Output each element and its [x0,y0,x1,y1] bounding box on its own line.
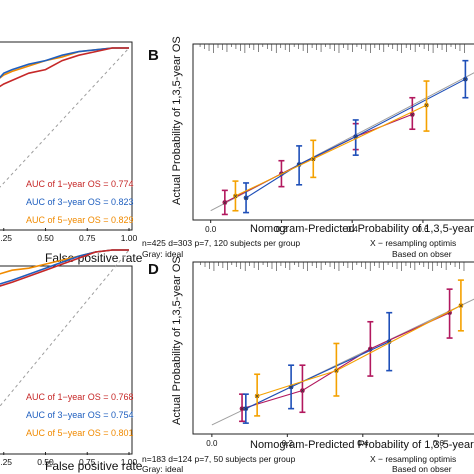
resample-x-marker: × [233,192,238,201]
legend-entry-three-year: AUC of 3−year OS = 0.754 [26,410,134,420]
resample-x-marker: × [297,160,302,169]
panel-d-footer-right-2: Based on obser [392,464,452,474]
panel-d-footer-right: X − resampling optimis [370,454,456,464]
resample-x-marker: × [240,405,245,414]
x-tick-label: 1.00 [121,233,138,243]
resample-x-marker: × [447,309,452,318]
calibration-line-calib-five [256,305,462,397]
resample-x-marker: × [244,194,249,203]
data-point [333,368,339,374]
x-tick-label: 0.50 [37,457,54,467]
data-point [233,193,238,199]
calibration-line-calib-three [245,341,390,410]
panel-b-footer-left-2: Gray: ideal [142,249,183,259]
panel-b-calibration-series: ××××××××××× [210,59,474,216]
resample-x-marker: × [289,383,294,392]
panel-d-footer-left-2: Gray: ideal [142,464,183,474]
panel-d-letter: D [148,261,159,278]
x-tick-label: 0.2 [282,439,294,448]
x-tick-label: 0.4 [357,439,369,448]
legend-entry-one-year: AUC of 1−year OS = 0.774 [26,179,134,189]
panel-d-x-axis-label: Nomogram-Predicted Probability of 1,3,5-… [250,439,474,451]
data-point [424,102,429,108]
x-tick-label: 1.00 [121,457,138,467]
panel-b-x-ticks: 0.0 0.2 0.4 0.6 [205,220,429,234]
resample-x-marker: × [223,198,228,207]
resample-x-marker: × [463,75,468,84]
legend-entry-five-year: AUC of 5−year OS = 0.829 [26,215,134,225]
panel-c-legend: AUC of 1−year OS = 0.768 AUC of 3−year OS… [26,392,134,438]
panel-d-calibration-series: ×××××××××× [211,279,474,426]
x-tick-label: 0.2 [276,225,288,234]
panel-b-footer-right-2: Based on obser [392,249,452,259]
legend-entry-one-year: AUC of 1−year OS = 0.768 [26,392,134,402]
panel-b-y-axis-label: Actual Probability of 1,3,5-year OS [171,36,183,205]
panel-a-legend: AUC of 1−year OS = 0.774 AUC of 3−year OS… [26,179,134,225]
panel-d-plot-frame [192,261,474,435]
roc-curve-one-year [0,47,129,88]
calibration-line-calib-three [245,78,466,199]
resample-x-marker: × [368,345,373,354]
panel-d-rug-ticks [200,262,465,271]
calibration-line-calib-one [224,113,413,203]
data-point [254,393,260,399]
data-point [243,406,249,412]
x-tick-label: 0.4 [347,225,359,234]
panel-c-x-ticks: 0.25 0.50 0.75 1.00 [0,452,138,467]
x-tick-label: 0.50 [37,233,54,243]
reference-diagonal-line [0,249,130,407]
panel-c-plot-frame [0,265,133,455]
panel-a-x-ticks: 0.25 0.50 0.75 1.00 [0,228,138,243]
panel-b-rug-ticks [199,44,465,53]
panel-b-footer-left: n=425 d=303 p=7, 120 subjects per group [142,238,300,248]
resample-x-marker: × [255,392,260,401]
panel-a-plot-frame [0,41,133,231]
panel-b: B ××××××××××× 0.00.20.40.6 Actual Probab… [142,36,474,259]
resample-x-marker: × [243,405,248,414]
resample-x-marker: × [353,133,358,142]
legend-entry-three-year: AUC of 3−year OS = 0.823 [26,197,134,207]
resample-x-marker: × [410,110,415,119]
x-tick-label: 0.75 [79,233,96,243]
panel-d-y-axis-label: Actual Probability of 1,3,5-year OS [171,256,183,425]
data-point [239,406,245,412]
panel-b-x-axis-label: Nomogram-Predicted Probability of 1,3,5-… [250,223,474,235]
data-point [409,112,415,117]
legend-entry-five-year: AUC of 5−year OS = 0.801 [26,428,134,438]
x-tick-label: 0.25 [0,233,12,243]
x-tick-label: 0.0 [205,225,217,234]
data-point [300,388,305,393]
panel-d-x-ticks: 0.0 0.2 0.4 0.6 [206,434,444,448]
calibration-line-calib-five [235,104,427,197]
panel-a-roc-series [0,47,130,188]
resample-x-marker: × [300,387,305,396]
panel-c-x-axis-label: False positive rate [45,459,143,473]
resample-x-marker: × [334,367,339,376]
x-tick-label: 0.25 [0,457,12,467]
panel-c-roc-series [0,249,130,407]
data-point [243,195,249,201]
panel-b-footer-right: X − resampling optimis [370,238,456,248]
panel-c: 0.25 0.50 0.75 1.00 False positive rate AUC… [0,249,143,473]
data-point [458,303,464,308]
resample-x-marker: × [459,301,464,310]
resample-x-marker: × [424,101,429,110]
panel-d-footer-left: n=183 d=124 p=7, 50 subjects per group [142,454,296,464]
panel-b-letter: B [148,47,159,64]
roc-curve-three-year [0,47,129,79]
panel-a: 0.250.500.751.00 False positive rate AUC… [0,41,143,265]
x-tick-label: 0.6 [417,225,429,234]
data-point [222,200,228,205]
data-point [310,156,316,162]
roc-curve-one-year [0,249,129,287]
resample-x-marker: × [311,155,316,164]
data-point [462,76,468,82]
x-tick-label: 0.75 [79,457,96,467]
reference-diagonal-line [0,47,130,188]
panel-d: D ×××××××××× 0.0 0.2 0.4 0.6 Actual Probabi… [142,256,474,474]
x-tick-label: 0.0 [206,439,218,448]
resample-x-marker: × [387,338,392,347]
x-tick-label: 0.6 [433,439,445,448]
